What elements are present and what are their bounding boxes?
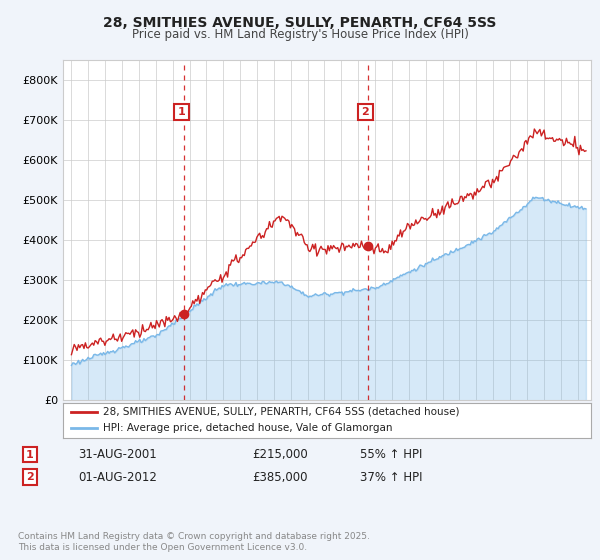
- Text: Price paid vs. HM Land Registry's House Price Index (HPI): Price paid vs. HM Land Registry's House …: [131, 28, 469, 41]
- Text: 55% ↑ HPI: 55% ↑ HPI: [360, 448, 422, 461]
- Text: 28, SMITHIES AVENUE, SULLY, PENARTH, CF64 5SS (detached house): 28, SMITHIES AVENUE, SULLY, PENARTH, CF6…: [103, 407, 459, 417]
- Text: Contains HM Land Registry data © Crown copyright and database right 2025.
This d: Contains HM Land Registry data © Crown c…: [18, 532, 370, 552]
- Text: 37% ↑ HPI: 37% ↑ HPI: [360, 470, 422, 484]
- Text: 2: 2: [26, 472, 34, 482]
- Text: 2: 2: [362, 107, 370, 117]
- Text: 1: 1: [26, 450, 34, 460]
- Text: £385,000: £385,000: [252, 470, 308, 484]
- Text: HPI: Average price, detached house, Vale of Glamorgan: HPI: Average price, detached house, Vale…: [103, 423, 392, 433]
- Text: 28, SMITHIES AVENUE, SULLY, PENARTH, CF64 5SS: 28, SMITHIES AVENUE, SULLY, PENARTH, CF6…: [103, 16, 497, 30]
- Text: 1: 1: [178, 107, 185, 117]
- Text: 31-AUG-2001: 31-AUG-2001: [78, 448, 157, 461]
- Text: 01-AUG-2012: 01-AUG-2012: [78, 470, 157, 484]
- Text: £215,000: £215,000: [252, 448, 308, 461]
